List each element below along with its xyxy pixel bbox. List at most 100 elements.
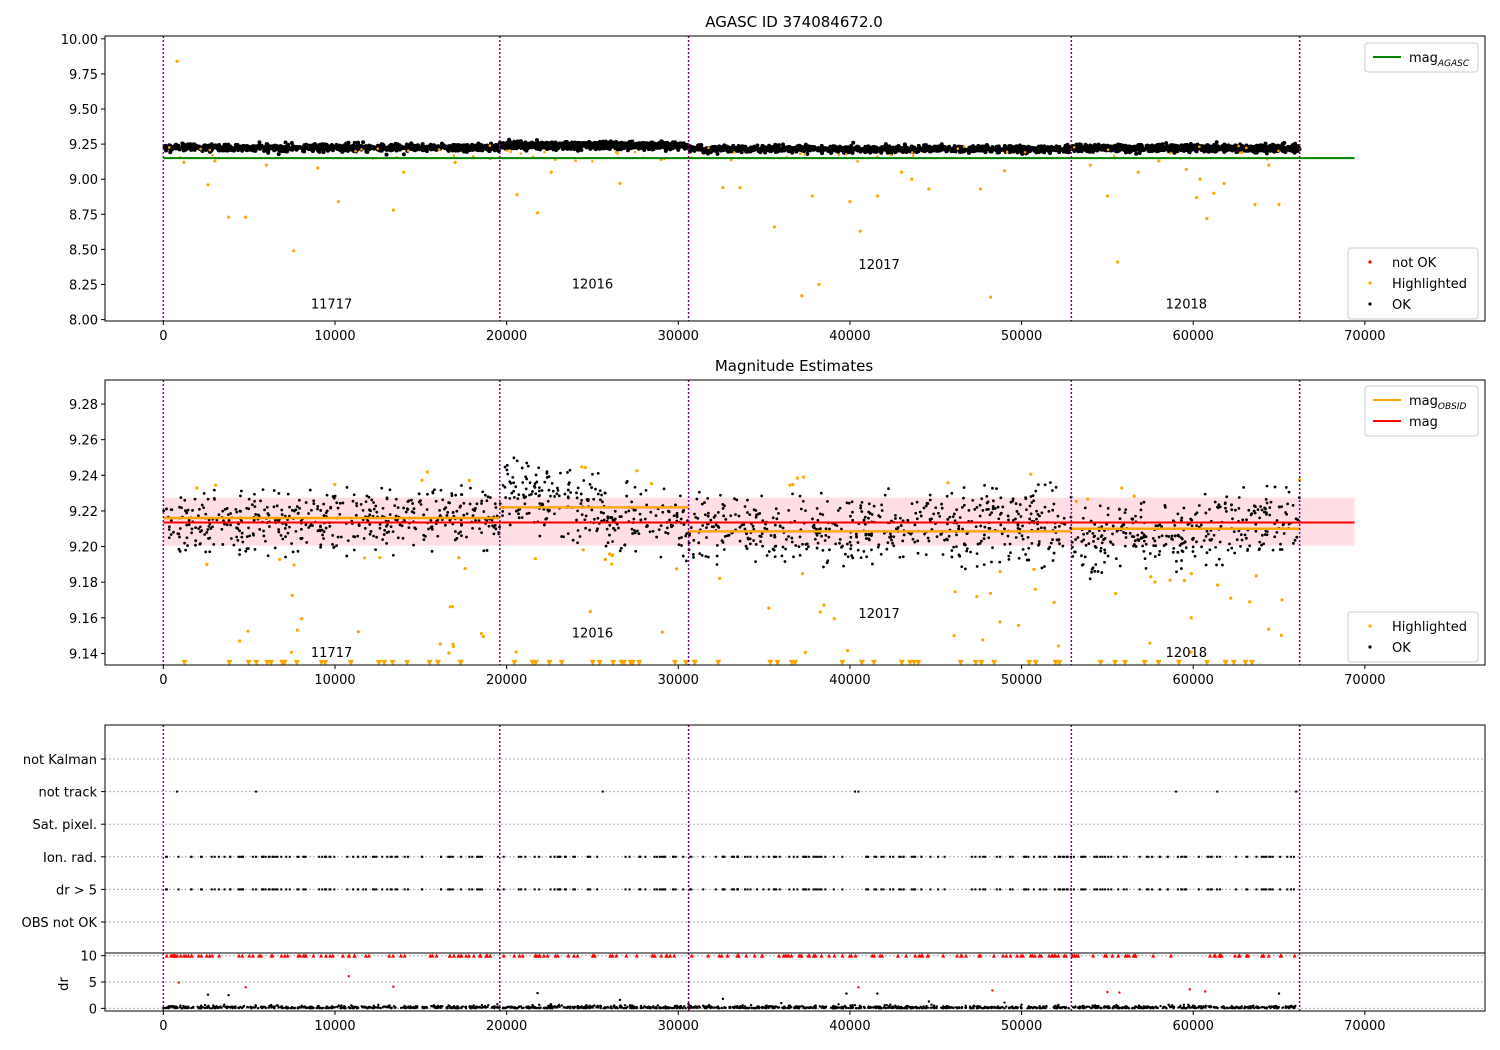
- ok-point: [870, 513, 874, 516]
- ok-point: [701, 524, 705, 527]
- ok-point: [388, 488, 392, 492]
- ok-point: [781, 526, 785, 530]
- ok-point: [523, 502, 527, 506]
- ok-point: [359, 144, 364, 149]
- ok-point: [381, 538, 385, 541]
- x-tick-label: 10000: [314, 329, 355, 344]
- ok-point: [899, 524, 903, 527]
- ok-point: [501, 509, 505, 513]
- ok-point: [776, 143, 781, 148]
- ok-point: [942, 144, 947, 149]
- ok-point: [252, 144, 257, 149]
- ok-point: [859, 506, 863, 510]
- ok-point: [879, 552, 883, 556]
- ok-point: [914, 147, 919, 152]
- highlighted-point: [167, 146, 171, 149]
- ok-point: [722, 514, 726, 518]
- ok-point: [676, 146, 681, 151]
- ok-point: [769, 534, 773, 537]
- ok-point: [683, 143, 688, 148]
- ok-point: [491, 524, 495, 528]
- ok-point: [915, 500, 919, 504]
- ok-point: [657, 528, 661, 532]
- ok-point: [525, 477, 529, 481]
- ok-point: [200, 529, 204, 532]
- ok-point: [888, 536, 892, 539]
- ok-point: [652, 143, 657, 148]
- ok-point: [517, 493, 521, 497]
- ok-point: [383, 528, 387, 532]
- ok-point: [370, 498, 374, 502]
- ok-point: [896, 526, 900, 529]
- highlighted-point: [899, 170, 904, 174]
- ok-point: [828, 548, 831, 552]
- ok-point: [283, 526, 287, 530]
- ok-point: [864, 533, 868, 537]
- ok-point: [980, 148, 985, 153]
- ok-point: [850, 150, 855, 155]
- ok-point: [563, 492, 567, 496]
- ok-point: [562, 535, 565, 539]
- ok-point: [684, 534, 688, 538]
- ok-point: [1127, 150, 1132, 155]
- ok-point: [872, 504, 876, 508]
- ok-point: [420, 142, 425, 147]
- ok-point: [948, 515, 952, 519]
- ok-point: [559, 471, 562, 475]
- ok-point: [478, 527, 481, 531]
- ok-point: [482, 549, 486, 553]
- ok-point: [410, 143, 415, 148]
- ok-point: [441, 498, 445, 502]
- highlighted-point: [590, 160, 594, 163]
- ok-point: [787, 535, 790, 538]
- obsid-label: 12018: [1166, 297, 1207, 312]
- ok-point: [288, 525, 291, 529]
- ok-point: [438, 508, 441, 512]
- ok-point: [924, 504, 928, 508]
- ok-point: [208, 536, 212, 540]
- ok-point: [1055, 147, 1060, 152]
- ok-point: [209, 142, 214, 147]
- ok-point: [557, 494, 561, 498]
- ok-point: [774, 507, 778, 511]
- ok-point: [1030, 541, 1034, 545]
- ok-point: [276, 152, 281, 157]
- ok-point: [324, 511, 328, 515]
- ok-point: [354, 513, 358, 517]
- legend-marker-swatch: [1368, 302, 1372, 306]
- ok-point: [1253, 145, 1258, 150]
- ok-point: [262, 534, 266, 538]
- ok-point: [576, 509, 580, 513]
- ok-point: [667, 510, 671, 514]
- ok-point: [538, 534, 542, 538]
- ok-point: [637, 532, 641, 536]
- highlighted-point: [467, 478, 471, 482]
- ok-point: [960, 506, 964, 509]
- ok-point: [1095, 148, 1100, 153]
- ok-point: [413, 526, 417, 530]
- highlighted-point: [946, 481, 950, 485]
- ok-point: [890, 538, 893, 542]
- ok-point: [447, 501, 451, 504]
- ok-point: [480, 531, 483, 535]
- ok-point: [1063, 147, 1068, 152]
- ok-point: [748, 513, 752, 517]
- ok-point: [668, 518, 672, 522]
- ok-point: [790, 540, 794, 544]
- ok-point: [945, 494, 949, 498]
- ok-point: [1230, 148, 1235, 153]
- ok-point: [759, 535, 763, 538]
- ok-point: [520, 516, 524, 519]
- ok-point: [1108, 144, 1113, 149]
- ok-point: [983, 533, 986, 537]
- highlighted-point: [378, 555, 382, 560]
- ok-point: [608, 533, 611, 537]
- highlighted-point: [292, 249, 296, 253]
- ok-point: [286, 531, 290, 535]
- ok-point: [816, 541, 820, 545]
- ok-point: [996, 145, 1001, 150]
- ok-point: [773, 555, 777, 559]
- ok-point: [1040, 566, 1044, 570]
- ok-point: [534, 138, 539, 143]
- ok-point: [392, 146, 397, 151]
